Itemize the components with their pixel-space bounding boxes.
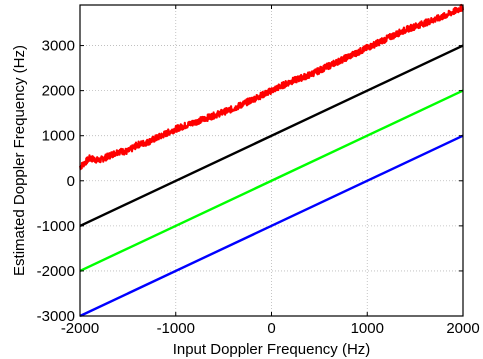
series-group (78, 3, 464, 318)
grid (80, 5, 463, 316)
series-line-1 (79, 44, 464, 227)
series-line-3 (79, 134, 464, 318)
x-tick-label: 2000 (446, 320, 479, 337)
x-tick-label: -2000 (61, 320, 99, 337)
x-tick-label: 1000 (351, 320, 384, 337)
y-tick-label: 1000 (42, 128, 75, 145)
y-axis-title: Estimated Doppler Frequency (Hz) (11, 45, 28, 276)
y-tick-label: -2000 (37, 263, 75, 280)
y-tick-labels: -3000 -2000 -1000 0 1000 2000 3000 (37, 38, 75, 325)
y-tick-label: -1000 (37, 218, 75, 235)
series-line-2 (79, 89, 464, 272)
y-tick-label: 0 (67, 173, 75, 190)
y-tick-label: -3000 (37, 308, 75, 325)
x-axis-title: Input Doppler Frequency (Hz) (173, 341, 371, 358)
y-tick-label: 3000 (42, 38, 75, 55)
x-tick-labels: -2000 -1000 0 1000 2000 (61, 320, 480, 337)
x-tick-label: -1000 (157, 320, 195, 337)
x-tick-label: 0 (267, 320, 275, 337)
series-line-0 (78, 3, 464, 171)
ticks (79, 5, 464, 317)
y-tick-label: 2000 (42, 83, 75, 100)
